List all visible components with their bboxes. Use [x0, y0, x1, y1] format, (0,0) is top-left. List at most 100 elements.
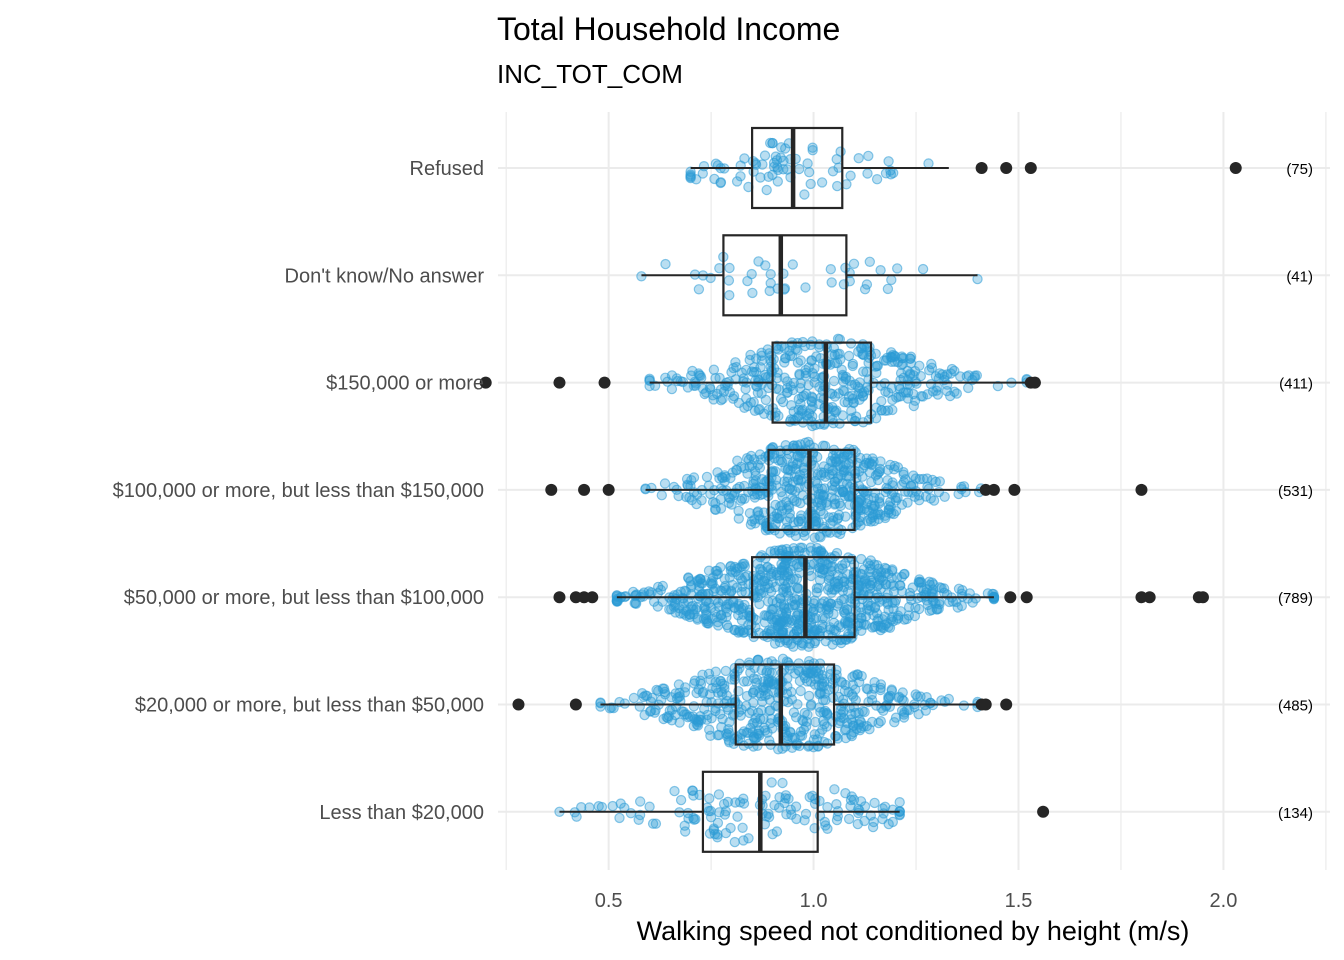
data-point [827, 468, 838, 480]
data-point [704, 828, 716, 839]
data-point [773, 744, 784, 755]
data-point [759, 722, 770, 734]
data-point [818, 681, 830, 692]
data-point [778, 612, 790, 623]
data-point [928, 495, 940, 506]
data-point [864, 566, 875, 578]
data-point [809, 371, 820, 382]
data-point [775, 454, 786, 466]
data-point [892, 356, 904, 368]
data-point [749, 454, 760, 465]
count-label: (411) [1279, 376, 1313, 393]
data-point [885, 496, 896, 507]
data-point [835, 146, 846, 157]
data-point [844, 276, 856, 287]
data-point [924, 576, 935, 588]
data-point [630, 590, 642, 601]
data-point [782, 382, 793, 394]
data-point [844, 499, 855, 510]
data-point [799, 530, 810, 541]
data-point [852, 818, 864, 830]
data-point [708, 364, 720, 375]
data-point [905, 358, 917, 369]
data-point [795, 355, 807, 366]
data-point [844, 617, 855, 628]
data-point [870, 602, 881, 613]
data-point [657, 596, 668, 607]
data-point [777, 583, 789, 595]
data-point [927, 474, 938, 486]
data-point [902, 393, 914, 404]
data-point [828, 342, 840, 354]
data-point [695, 675, 706, 687]
data-point [637, 688, 648, 699]
data-point [838, 451, 850, 463]
data-point [678, 604, 689, 615]
data-point [779, 357, 790, 368]
outlier-point [545, 483, 558, 496]
data-point [684, 492, 695, 503]
data-point [747, 718, 759, 729]
data-point [833, 388, 844, 399]
data-point [886, 274, 897, 286]
data-point [824, 512, 835, 523]
data-point [699, 388, 710, 400]
data-point [821, 603, 832, 615]
data-point [723, 724, 734, 735]
data-point [772, 176, 784, 187]
data-point [765, 269, 776, 280]
data-point [963, 382, 974, 394]
data-point [892, 462, 904, 473]
data-point [933, 373, 945, 384]
data-point [776, 486, 787, 498]
data-point [915, 691, 926, 702]
data-point [937, 369, 948, 380]
data-point [765, 705, 776, 716]
data-point [795, 475, 807, 486]
data-point [688, 701, 700, 712]
data-point [723, 622, 734, 633]
data-point [861, 453, 872, 464]
data-point [752, 489, 763, 500]
data-point [832, 513, 843, 525]
data-point [681, 709, 692, 720]
data-point [693, 593, 704, 604]
data-point [795, 730, 806, 741]
data-point [829, 784, 840, 795]
data-point [673, 490, 684, 502]
data-point [853, 152, 864, 164]
data-point [798, 462, 809, 473]
data-point [657, 580, 669, 592]
count-label: (531) [1278, 483, 1313, 500]
data-point [831, 405, 842, 416]
data-point [730, 357, 741, 368]
data-point [833, 454, 844, 465]
data-point [877, 575, 889, 586]
data-point [712, 730, 723, 741]
box-iqr [751, 126, 844, 210]
data-point [838, 465, 849, 476]
data-point [697, 687, 709, 699]
data-point [720, 806, 732, 817]
data-point [698, 613, 710, 625]
data-point [763, 171, 774, 182]
data-point [571, 811, 582, 822]
outlier-point [578, 591, 591, 604]
data-point [831, 357, 843, 369]
data-point [944, 596, 955, 608]
labels-layer: 0.5 1.0 1.5 2.0 Refused (75) Don't know/No ans… [113, 158, 1313, 912]
data-point [774, 792, 785, 803]
data-point [887, 816, 899, 828]
data-point [664, 705, 676, 716]
data-point [705, 674, 716, 686]
data-point [958, 700, 970, 711]
data-point [877, 813, 888, 825]
data-point [766, 777, 777, 788]
data-point [820, 820, 831, 831]
data-point [870, 509, 881, 520]
data-point [733, 505, 744, 517]
data-point [887, 404, 898, 416]
data-point [882, 283, 894, 295]
data-point [650, 818, 662, 829]
data-point [710, 504, 722, 515]
